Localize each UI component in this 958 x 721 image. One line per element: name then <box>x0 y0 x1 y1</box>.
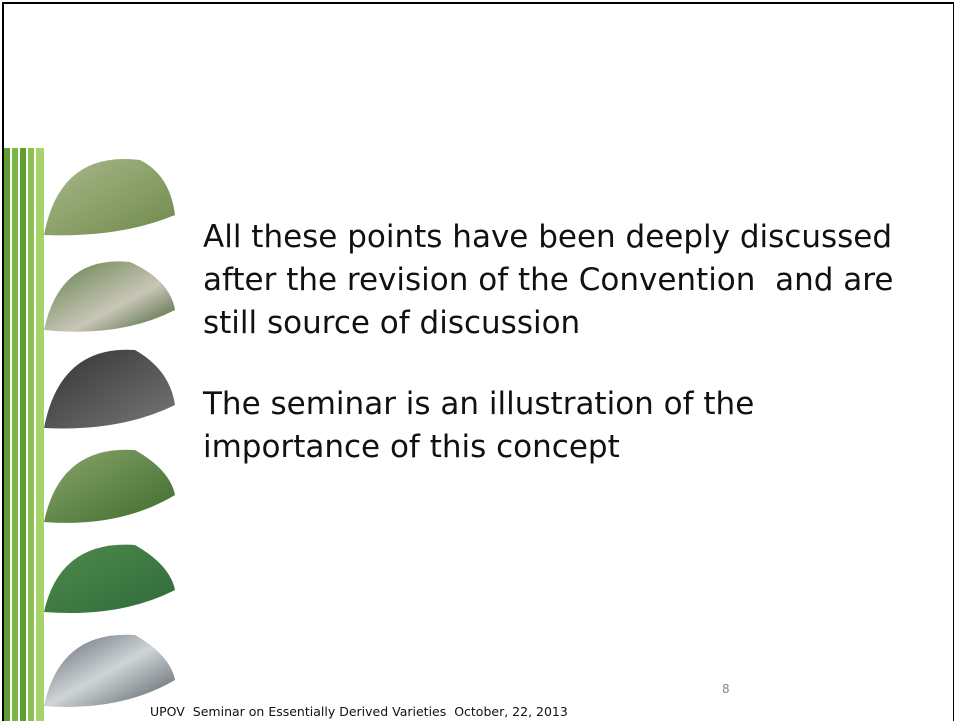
page: All these points have been deeply discus… <box>0 0 958 721</box>
leaf-image <box>44 159 175 235</box>
footer: UPOV Seminar on Essentially Derived Vari… <box>150 704 568 719</box>
leaf-image <box>44 450 175 523</box>
stripe <box>36 148 44 721</box>
stripe <box>20 148 26 721</box>
stripe <box>12 148 18 721</box>
text-line: after the revision of the Convention and… <box>203 265 893 296</box>
leaf-image <box>44 261 175 331</box>
leaf-image <box>44 350 175 429</box>
stripe <box>28 148 34 721</box>
page-number: 8 <box>722 682 730 696</box>
text-line: still source of discussion <box>203 308 580 339</box>
decoration <box>0 0 958 721</box>
text-line: All these points have been deeply discus… <box>203 222 892 253</box>
leaf-image <box>44 545 175 613</box>
text-line: The seminar is an illustration of the <box>203 389 754 420</box>
leaf-image <box>44 635 175 707</box>
stripe <box>4 148 10 721</box>
text-line: importance of this concept <box>203 432 620 463</box>
